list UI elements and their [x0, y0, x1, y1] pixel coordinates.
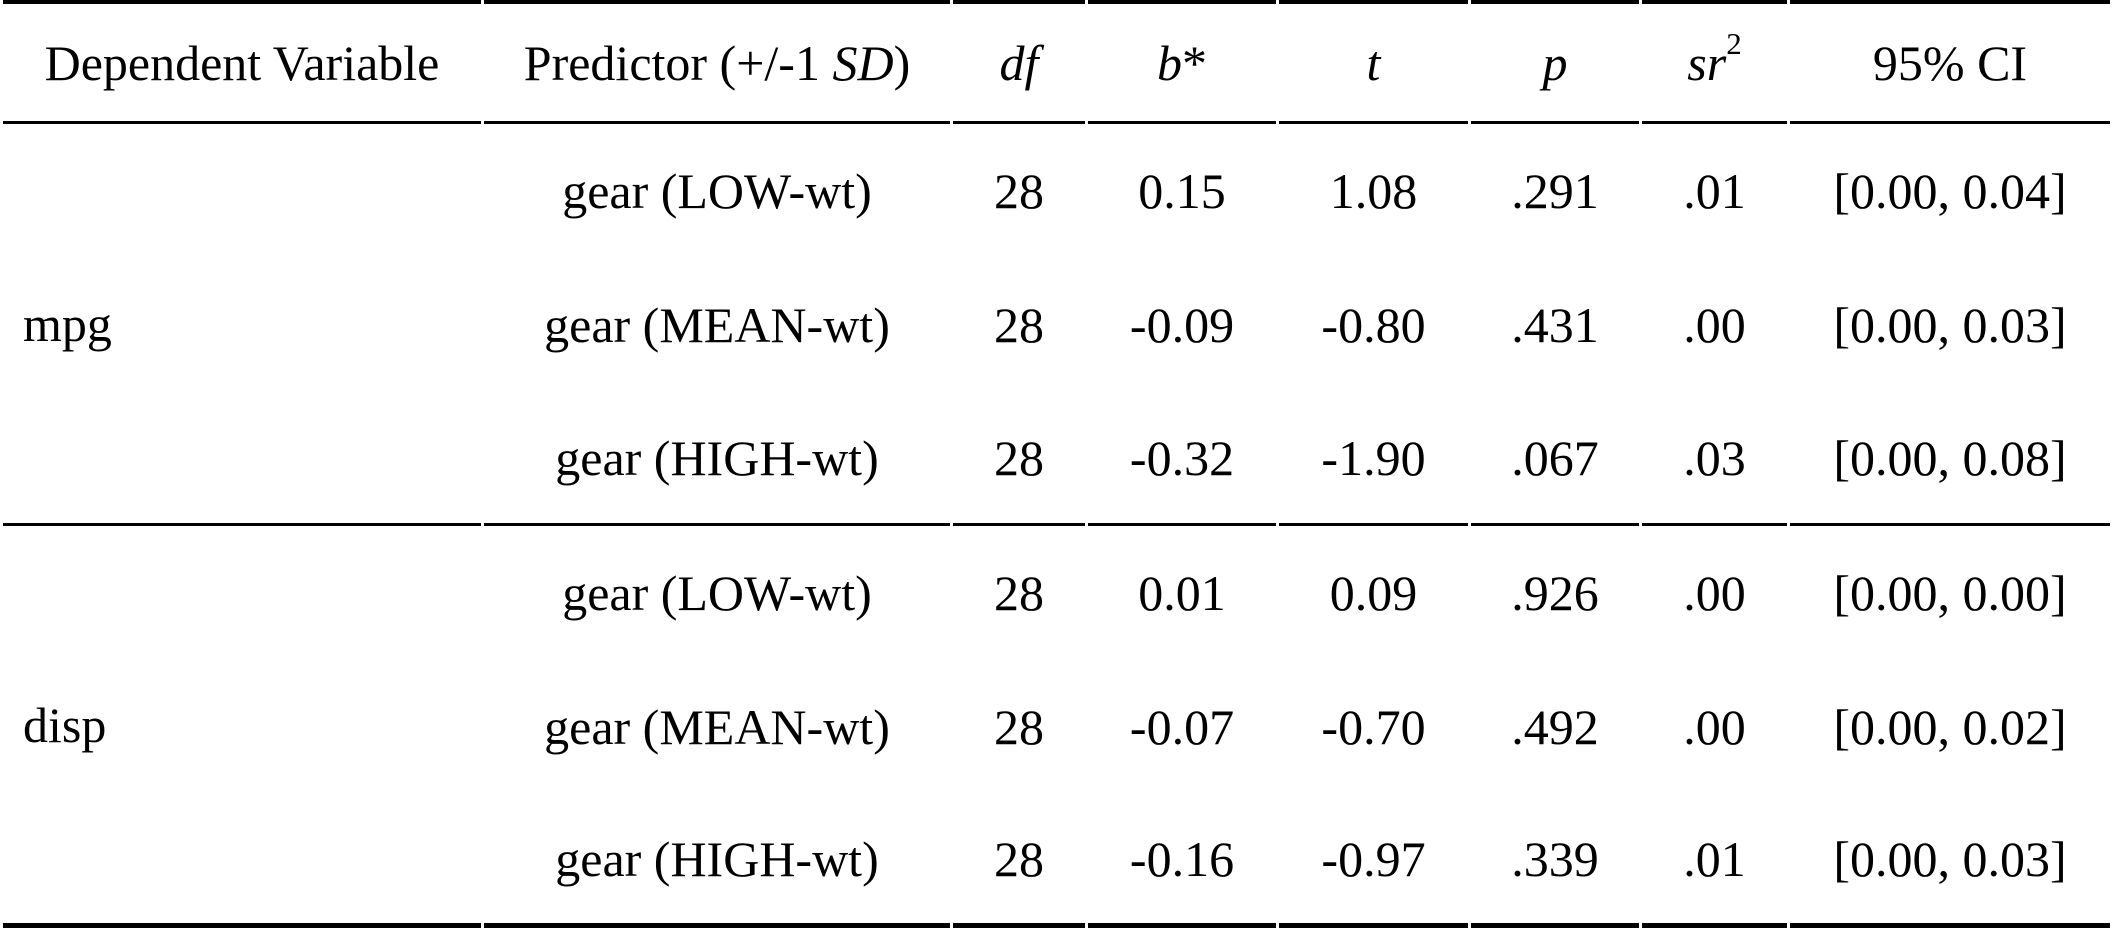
ci-cell: [0.00, 0.02] — [1833, 699, 2067, 755]
dependent-variable-cell: mpg — [3, 124, 481, 526]
t-cell: -1.90 — [1279, 392, 1468, 526]
table-row: gear (HIGH-wt) 28 -0.16 -0.97 .339 .01 [… — [3, 794, 2110, 928]
column-header-t: t — [1279, 0, 1468, 124]
df-cell: 28 — [953, 392, 1085, 526]
column-header-df: df — [953, 0, 1085, 124]
df-cell: 28 — [994, 565, 1044, 621]
t-cell: 0.09 — [1329, 565, 1418, 621]
p-cell: .067 — [1471, 392, 1639, 526]
t-cell: -0.70 — [1321, 699, 1426, 755]
dependent-variable-label: Dependent Variable — [44, 34, 440, 91]
predictor-cell: gear (HIGH-wt) — [484, 392, 950, 526]
t-label: t — [1366, 34, 1381, 91]
predictor-cell: gear (LOW-wt) — [562, 163, 872, 219]
dependent-variable-cell: disp — [3, 526, 481, 928]
b-star-cell: -0.07 — [1129, 699, 1235, 755]
b-star-cell: 0.15 — [1138, 163, 1226, 219]
t-cell: -0.97 — [1279, 794, 1468, 928]
table-row: gear (HIGH-wt) 28 -0.32 -1.90 .067 .03 [… — [3, 392, 2110, 526]
b-star-cell: -0.16 — [1088, 794, 1276, 928]
column-header-ci: 95% CI — [1790, 0, 2110, 124]
b-star-cell: 0.01 — [1138, 565, 1226, 621]
sr2-cell: .00 — [1683, 699, 1746, 755]
table-row: mpg gear (LOW-wt) 28 0.15 1.08 .291 .01 … — [3, 124, 2110, 526]
predictor-label-prefix: Predictor (+/-1 — [523, 34, 833, 91]
sr2-cell: .00 — [1683, 297, 1746, 353]
df-cell: 28 — [994, 163, 1044, 219]
ci-cell: [0.00, 0.04] — [1833, 163, 2067, 219]
predictor-label-suffix: ) — [893, 34, 911, 91]
column-header-p: p — [1471, 0, 1639, 124]
table-row: gear (MEAN-wt) 28 -0.07 -0.70 .492 .00 [… — [3, 660, 2110, 794]
df-cell: 28 — [994, 297, 1044, 353]
table-row: disp gear (LOW-wt) 28 0.01 0.09 .926 .00… — [3, 526, 2110, 928]
p-cell: .431 — [1511, 297, 1599, 353]
p-label: p — [1542, 34, 1568, 91]
column-header-predictor: Predictor (+/-1 SD) — [484, 0, 950, 124]
ci-cell: [0.00, 0.03] — [1833, 297, 2067, 353]
predictor-cell: gear (LOW-wt) — [562, 565, 872, 621]
df-label: df — [999, 34, 1039, 91]
t-cell: 1.08 — [1329, 163, 1418, 219]
column-header-sr2: sr2 — [1642, 0, 1787, 124]
p-cell: .291 — [1511, 163, 1599, 219]
b-star-cell: -0.09 — [1129, 297, 1235, 353]
b-star-asterisk: * — [1182, 34, 1207, 91]
predictor-cell: gear (MEAN-wt) — [544, 297, 890, 353]
sr-label: sr — [1687, 34, 1727, 91]
sr2-cell: .01 — [1683, 163, 1746, 219]
ci-label: 95% CI — [1872, 34, 2028, 91]
column-header-b-star: b* — [1088, 0, 1276, 124]
p-cell: .926 — [1511, 565, 1599, 621]
header-row: Dependent Variable Predictor (+/-1 SD) d… — [3, 0, 2110, 124]
df-cell: 28 — [994, 699, 1044, 755]
sr-superscript-2: 2 — [1726, 26, 1742, 62]
ci-cell: [0.00, 0.00] — [1833, 565, 2067, 621]
sr2-cell: .03 — [1642, 392, 1787, 526]
b-label: b — [1157, 34, 1182, 91]
df-cell: 28 — [953, 794, 1085, 928]
sr2-cell: .01 — [1642, 794, 1787, 928]
column-header-dependent-variable: Dependent Variable — [3, 0, 481, 124]
p-cell: .339 — [1471, 794, 1639, 928]
predictor-sd-italic: SD — [832, 34, 894, 91]
ci-cell: [0.00, 0.08] — [1790, 392, 2110, 526]
ci-cell: [0.00, 0.03] — [1790, 794, 2110, 928]
p-cell: .492 — [1511, 699, 1599, 755]
t-cell: -0.80 — [1321, 297, 1426, 353]
predictor-cell: gear (MEAN-wt) — [544, 699, 890, 755]
sr2-cell: .00 — [1683, 565, 1746, 621]
predictor-cell: gear (HIGH-wt) — [484, 794, 950, 928]
table-row: gear (MEAN-wt) 28 -0.09 -0.80 .431 .00 [… — [3, 258, 2110, 392]
b-star-cell: -0.32 — [1088, 392, 1276, 526]
